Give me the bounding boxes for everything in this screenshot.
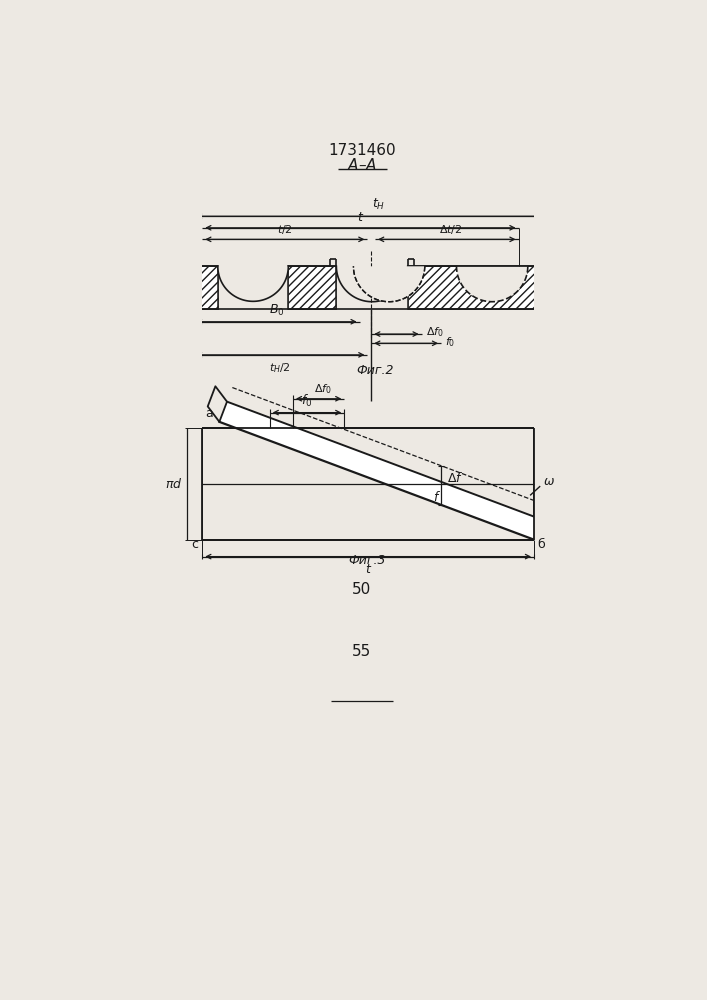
Text: $t$: $t$ xyxy=(365,563,372,576)
Text: Фиг.2: Фиг.2 xyxy=(356,364,394,377)
Text: б: б xyxy=(537,538,545,551)
Text: $t/2$: $t/2$ xyxy=(277,223,293,235)
Polygon shape xyxy=(193,266,218,309)
Polygon shape xyxy=(337,266,408,302)
Text: $\pi d$: $\pi d$ xyxy=(165,477,183,491)
Text: $t_H$: $t_H$ xyxy=(373,197,385,212)
Text: $\omega$: $\omega$ xyxy=(543,475,555,488)
Text: а: а xyxy=(206,407,213,420)
Text: $k/2$: $k/2$ xyxy=(160,279,174,296)
Text: $f$: $f$ xyxy=(433,490,441,504)
Text: $B_0$: $B_0$ xyxy=(269,303,284,318)
Text: 55: 55 xyxy=(352,644,372,659)
Text: $\Delta t/2$: $\Delta t/2$ xyxy=(439,223,462,235)
Text: $\it{A}$–$\it{A}$: $\it{A}$–$\it{A}$ xyxy=(347,157,377,173)
Polygon shape xyxy=(457,266,528,302)
Text: 1731460: 1731460 xyxy=(328,143,396,158)
Text: $f_0$: $f_0$ xyxy=(301,393,312,409)
Text: $\Delta f_0$: $\Delta f_0$ xyxy=(426,326,443,339)
Text: с: с xyxy=(192,538,199,551)
Polygon shape xyxy=(408,266,565,309)
Polygon shape xyxy=(218,266,288,301)
Text: $t_H/2$: $t_H/2$ xyxy=(269,361,291,375)
Text: $\Delta f$: $\Delta f$ xyxy=(448,471,464,485)
Text: $f_0$: $f_0$ xyxy=(445,335,455,349)
Text: 50: 50 xyxy=(352,582,372,597)
Text: $\Delta f_0$: $\Delta f_0$ xyxy=(314,382,332,396)
Text: Фиг.3: Фиг.3 xyxy=(349,554,386,567)
Polygon shape xyxy=(88,120,202,890)
Polygon shape xyxy=(288,266,337,309)
Polygon shape xyxy=(534,120,707,890)
Text: $t$: $t$ xyxy=(357,211,364,224)
Polygon shape xyxy=(354,266,425,302)
Polygon shape xyxy=(219,402,542,540)
